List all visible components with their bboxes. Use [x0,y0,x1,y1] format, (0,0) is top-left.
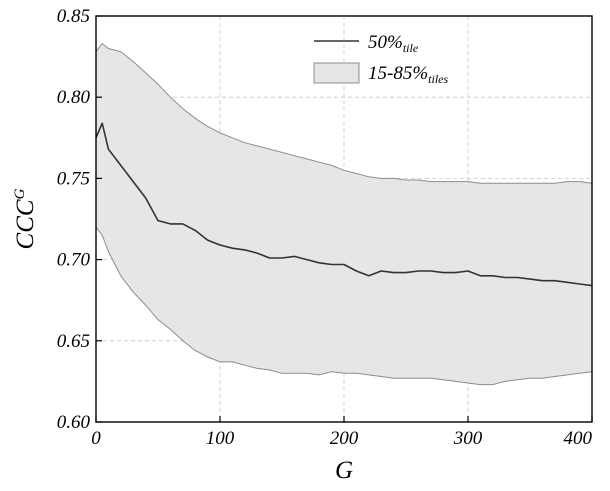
legend-label-median-main: 50% [368,32,403,53]
legend-label-median-sub: tile [403,41,419,55]
legend-band-swatch [313,62,360,84]
x-tick-label: 300 [453,428,483,449]
legend: 50%tile 15-85%tiles [313,32,448,86]
x-tick-label: 0 [91,428,101,449]
legend-label-band: 15-85%tiles [368,63,448,86]
x-tick-label: 100 [206,428,235,449]
legend-label-median: 50%tile [368,32,419,55]
y-axis-title-main: CCC [12,199,39,249]
x-tick-label: 400 [564,428,593,449]
y-tick-label: 0.60 [57,412,91,433]
y-axis-title-sup: G [12,188,28,199]
y-axis-title: CCCG [12,188,39,249]
y-tick-label: 0.80 [57,87,91,108]
y-tick-label: 0.65 [57,331,90,352]
y-tick-label: 0.70 [57,250,91,271]
median-series [95,122,593,287]
x-tick-label: 200 [330,428,359,449]
percentile-band-upper-edge [95,42,593,184]
x-axis-title: G [335,457,353,484]
y-tick-label: 0.75 [57,168,90,189]
percentile-band-area [96,43,592,385]
axis-ticks: 0 100 200 300 400 0.60 0.65 0.70 0.75 0.80 0.85 [57,6,593,449]
legend-label-band-main: 15-85% [368,63,428,84]
median-line [95,122,593,287]
percentile-band-lower-edge [95,226,593,386]
legend-label-band-sub: tiles [428,72,448,86]
y-tick-label: 0.85 [57,6,90,27]
percentile-band [95,42,593,386]
